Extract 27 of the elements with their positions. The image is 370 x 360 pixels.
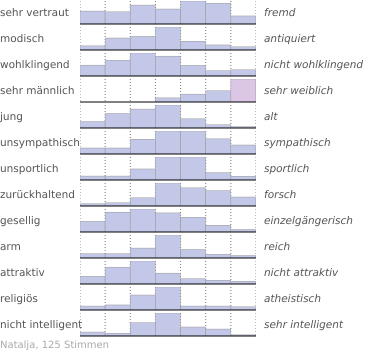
y2-axis-title: sehr weiblich xyxy=(263,84,334,99)
y-axis-title: wohlklingend xyxy=(0,58,71,73)
y2-axis-title: antiquiert xyxy=(263,32,316,47)
y2-axis-title: sehr intelligent xyxy=(263,318,344,333)
y2-axis-title: atheistisch xyxy=(263,292,321,307)
text: Natalja, 125 Stimmen xyxy=(0,340,109,351)
y2-axis-title: reich xyxy=(263,240,290,255)
y-axis-title: sehr vertraut xyxy=(0,6,70,21)
y-axis-title: attraktiv xyxy=(0,266,46,281)
y-axis-title: arm xyxy=(0,240,22,255)
y2-axis-title: alt xyxy=(263,110,278,125)
y-axis-title: religiös xyxy=(0,292,39,307)
y-axis-title: zurückhaltend xyxy=(0,188,76,203)
y2-axis-title: sympathisch xyxy=(263,136,331,151)
y2-axis-title: sportlich xyxy=(263,162,310,177)
y2-axis-title: einzelgängerisch xyxy=(263,214,353,229)
y-axis-title: nicht intelligent xyxy=(0,318,82,333)
y2-axis-title: fremd xyxy=(263,6,296,21)
y-axis-title: unsportlich xyxy=(0,162,60,177)
y-axis-title: sehr männlich xyxy=(0,84,76,99)
y2-axis-title: forsch xyxy=(263,188,296,203)
y-axis-title: jung xyxy=(0,110,24,125)
y-axis-title: modisch xyxy=(0,32,46,47)
y2-axis-title: nicht attraktiv xyxy=(263,266,338,281)
y-axis-title: unsympathisch xyxy=(0,136,80,151)
y-axis-title: gesellig xyxy=(0,214,42,229)
y2-axis-title: nicht wohlklingend xyxy=(263,58,364,73)
